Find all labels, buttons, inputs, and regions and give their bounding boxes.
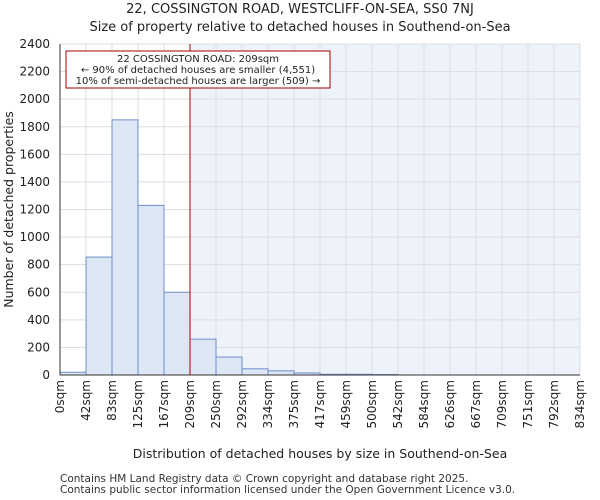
chart-title: 22, COSSINGTON ROAD, WESTCLIFF-ON-SEA, S… [126, 2, 474, 17]
annotation-box [65, 50, 331, 89]
y-tick-label: 1400 [19, 175, 50, 189]
chart-subtitle: Size of property relative to detached ho… [89, 20, 511, 35]
y-tick-label: 600 [27, 285, 50, 299]
histogram-bar [85, 256, 113, 376]
x-tick-label: 584sqm [417, 380, 431, 428]
y-tick-label: 400 [27, 313, 50, 327]
histogram-bar [111, 119, 139, 376]
annotation-line-3: 10% of semi-detached houses are larger (… [76, 76, 321, 87]
x-tick-label: 292sqm [235, 380, 249, 428]
x-tick-label: 42sqm [79, 380, 93, 421]
histogram-bar [215, 356, 243, 376]
footer-licence: Contains public sector information licen… [60, 484, 516, 496]
x-tick-label: 459sqm [339, 380, 353, 428]
y-tick-label: 1000 [19, 230, 50, 244]
histogram-chart: 0 200 400 600 800 1000 1200 1400 1600 1800 2000 220… [1, 37, 587, 461]
y-tick-label: 200 [27, 340, 50, 354]
x-tick-label: 209sqm [183, 380, 197, 428]
x-tick-label: 250sqm [209, 380, 223, 428]
x-tick-label: 500sqm [365, 380, 379, 428]
histogram-bar [267, 370, 295, 376]
annotation-line-2: ← 90% of detached houses are smaller (4,… [81, 65, 315, 76]
x-axis-label: Distribution of detached houses by size … [133, 446, 508, 461]
x-tick-label: 667sqm [469, 380, 483, 428]
histogram-bar [163, 291, 191, 376]
y-tick-label: 2000 [19, 92, 50, 106]
x-tick-label: 167sqm [157, 380, 171, 428]
y-tick-label: 2400 [19, 37, 50, 51]
x-tick-label: 834sqm [573, 380, 587, 428]
y-tick-label: 1200 [19, 203, 50, 217]
histogram-bar [241, 368, 269, 376]
x-tick-labels: 0sqm 42sqm 83sqm 125sqm 167sqm 209sqm 250sqm 29… [53, 380, 587, 428]
x-tick-label: 417sqm [313, 380, 327, 428]
marker-annotation: 22 COSSINGTON ROAD: 209sqm ← 90% of deta… [65, 50, 331, 89]
y-tick-label: 0 [42, 368, 50, 382]
y-tick-label: 800 [27, 258, 50, 272]
annotation-line-1: 22 COSSINGTON ROAD: 209sqm [117, 54, 279, 65]
x-tick-label: 751sqm [521, 380, 535, 428]
footer-copyright: Contains HM Land Registry data © Crown c… [60, 473, 469, 485]
x-tick-label: 626sqm [443, 380, 457, 428]
x-tick-label: 83sqm [105, 380, 119, 421]
x-tick-label: 542sqm [391, 380, 405, 428]
x-tick-label: 0sqm [53, 380, 67, 413]
histogram-bar [137, 204, 165, 376]
x-tick-label: 334sqm [261, 380, 275, 428]
y-tick-label: 1800 [19, 120, 50, 134]
y-axis-label: Number of detached properties [1, 111, 16, 308]
y-tick-label: 1600 [19, 147, 50, 161]
x-tick-label: 375sqm [287, 380, 301, 428]
x-tick-label: 709sqm [495, 380, 509, 428]
x-tick-label: 792sqm [547, 380, 561, 428]
histogram-bar [189, 338, 217, 376]
y-tick-label: 2200 [19, 65, 50, 79]
x-tick-label: 125sqm [131, 380, 145, 428]
y-tick-labels: 0 200 400 600 800 1000 1200 1400 1600 1800 2000 220… [19, 37, 50, 382]
